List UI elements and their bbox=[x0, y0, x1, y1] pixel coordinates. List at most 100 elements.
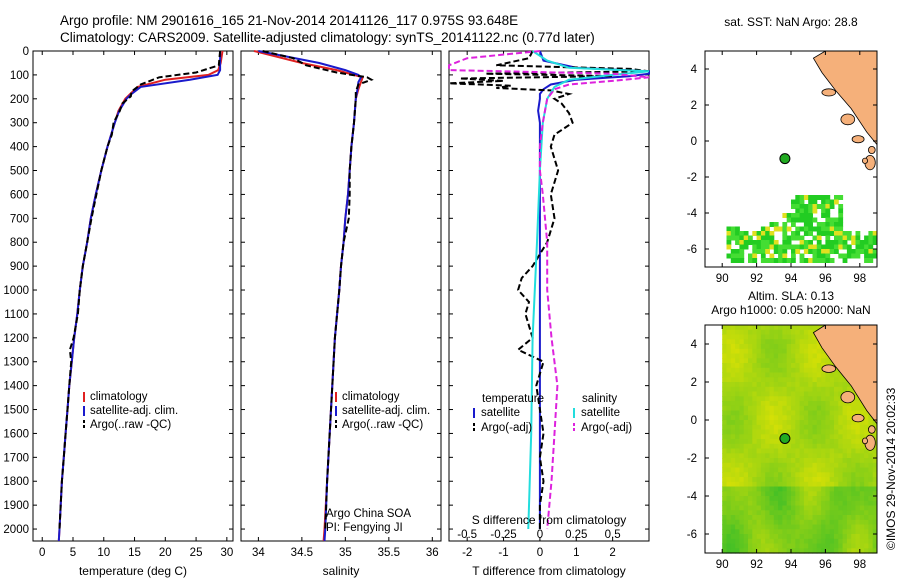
sla-cell bbox=[735, 325, 740, 331]
x-axis-label: temperature (deg C) bbox=[79, 564, 187, 578]
sla-cell bbox=[803, 325, 809, 331]
sla-cell bbox=[821, 415, 826, 421]
sst-cell bbox=[808, 217, 813, 223]
sla-cell bbox=[786, 543, 792, 549]
sst-cell bbox=[760, 235, 766, 241]
sla-cell bbox=[730, 329, 736, 336]
sla-cell bbox=[838, 429, 844, 435]
sst-cell bbox=[834, 195, 839, 200]
sla-cell bbox=[795, 515, 801, 521]
sla-cell bbox=[864, 429, 869, 435]
sst-cell bbox=[791, 204, 796, 209]
sla-cell bbox=[773, 363, 779, 369]
sla-cell bbox=[748, 329, 753, 336]
sla-cell bbox=[735, 443, 740, 450]
sst-cell bbox=[773, 258, 779, 263]
sla-cell bbox=[803, 410, 809, 416]
sla-cell bbox=[808, 538, 813, 545]
sla-cell bbox=[756, 467, 762, 473]
sla-cell bbox=[730, 529, 736, 535]
sst-cell bbox=[782, 253, 788, 259]
sla-cell bbox=[730, 443, 736, 450]
sla-cell bbox=[846, 420, 852, 426]
sst-cell bbox=[743, 244, 749, 250]
sla-cell bbox=[838, 524, 844, 530]
sla-cell bbox=[812, 391, 818, 397]
sla-cell bbox=[778, 420, 783, 426]
sst-cell bbox=[864, 244, 869, 250]
sst-cell bbox=[803, 195, 809, 200]
sla-cell bbox=[799, 519, 805, 526]
sst-cell bbox=[812, 226, 818, 232]
sla-cell bbox=[838, 515, 844, 521]
sst-cell bbox=[760, 226, 766, 232]
sla-cell bbox=[846, 519, 852, 526]
sla-cell bbox=[735, 543, 740, 549]
sst-cell bbox=[816, 258, 822, 263]
sst-cell bbox=[868, 235, 874, 241]
map-x-tick-label: 90 bbox=[716, 559, 729, 571]
sla-cell bbox=[760, 538, 766, 545]
sla-cell bbox=[782, 491, 788, 497]
sla-cell bbox=[730, 358, 736, 364]
sla-cell bbox=[778, 453, 783, 459]
sla-cell bbox=[760, 367, 766, 374]
sla-cell bbox=[739, 429, 745, 435]
sla-cell bbox=[726, 415, 732, 421]
sla-cell bbox=[834, 486, 839, 492]
sla-cell bbox=[760, 396, 766, 402]
sla-cell bbox=[722, 353, 727, 359]
sla-cell bbox=[773, 538, 779, 545]
sla-cell bbox=[838, 519, 844, 526]
x-axis-label: T difference from climatology bbox=[472, 564, 626, 578]
sla-cell bbox=[816, 353, 822, 359]
legend-group-label: salinity bbox=[582, 393, 617, 405]
sla-cell bbox=[778, 325, 783, 331]
sla-cell bbox=[851, 429, 856, 435]
sla-cell bbox=[846, 534, 852, 540]
sla-cell bbox=[825, 486, 831, 492]
sst-cell bbox=[842, 240, 848, 245]
sla-cell bbox=[838, 529, 844, 535]
sst-cell bbox=[765, 240, 770, 245]
sla-cell bbox=[803, 420, 809, 426]
sla-cell bbox=[722, 401, 727, 407]
sst-cell bbox=[782, 240, 788, 245]
sla-cell bbox=[765, 453, 770, 459]
sla-cell bbox=[859, 434, 865, 440]
sst-cell bbox=[739, 244, 745, 250]
sla-cell bbox=[795, 386, 801, 393]
sla-cell bbox=[778, 363, 783, 369]
sla-cell bbox=[739, 415, 745, 421]
sla-cell bbox=[730, 415, 736, 421]
sla-cell bbox=[743, 472, 749, 478]
sla-cell bbox=[868, 496, 874, 502]
sst-cell bbox=[791, 258, 796, 263]
sla-cell bbox=[799, 434, 805, 440]
sst-cell bbox=[838, 231, 844, 236]
sla-cell bbox=[838, 410, 844, 416]
sla-cell bbox=[855, 472, 861, 478]
sla-cell bbox=[735, 529, 740, 535]
sla-cell bbox=[722, 424, 727, 431]
sla-cell bbox=[816, 367, 822, 374]
sla-cell bbox=[803, 462, 809, 469]
sla-cell bbox=[756, 543, 762, 549]
sla-cell bbox=[782, 529, 788, 535]
sst-cell bbox=[821, 249, 826, 254]
sla-cell bbox=[726, 367, 732, 374]
sla-cell bbox=[735, 434, 740, 440]
sla-cell bbox=[752, 543, 758, 549]
sla-cell bbox=[859, 410, 865, 416]
sla-cell bbox=[791, 382, 796, 388]
sla-cell bbox=[808, 486, 813, 492]
sla-cell bbox=[760, 519, 766, 526]
sla-cell bbox=[799, 500, 805, 507]
sla-cell bbox=[765, 491, 770, 497]
sst-cell bbox=[803, 222, 809, 227]
sla-cell bbox=[803, 429, 809, 435]
sla-cell bbox=[868, 420, 874, 426]
sla-cell bbox=[778, 529, 783, 535]
sla-cell bbox=[760, 405, 766, 412]
sla-cell bbox=[748, 348, 753, 355]
